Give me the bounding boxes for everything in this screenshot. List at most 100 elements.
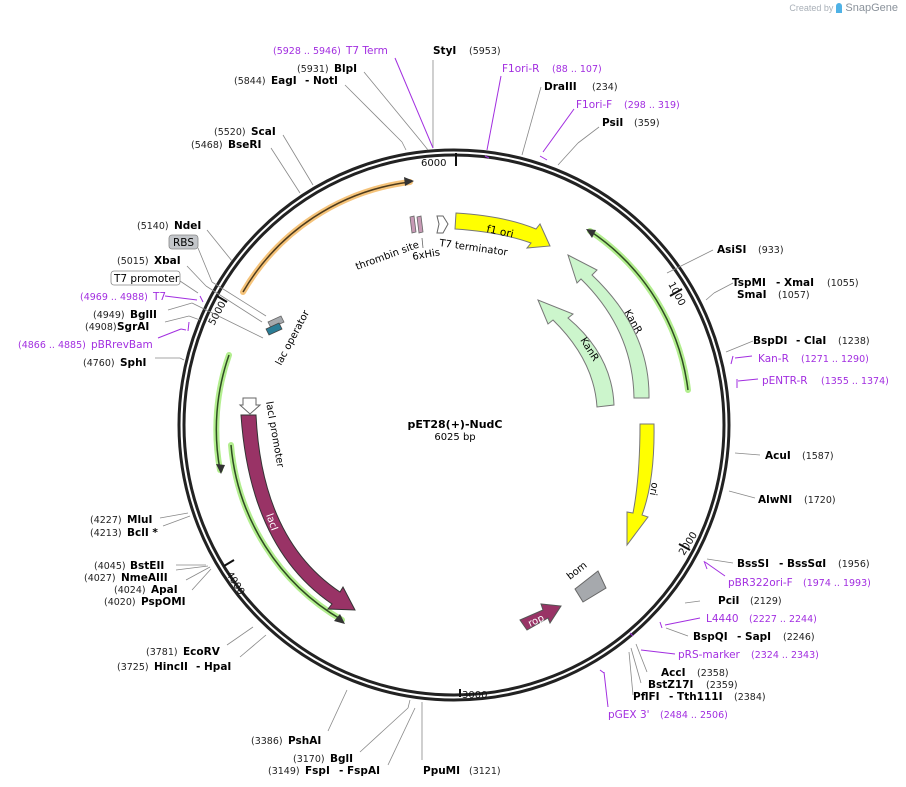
- enzyme-pshai[interactable]: (3386) PshAI: [251, 735, 321, 747]
- svg-text:AlwNI: AlwNI: [758, 494, 792, 506]
- svg-text:SgrAI: SgrAI: [117, 321, 149, 333]
- primer-t7-term[interactable]: (5928 .. 5946) T7 Term: [273, 45, 388, 57]
- primer-prs-marker[interactable]: pRS-marker (2324 .. 2343): [678, 649, 819, 661]
- enzyme-bcli[interactable]: (4213) BclI *: [90, 527, 158, 539]
- orf-orange: [240, 177, 414, 295]
- svg-text:pBR322ori-F: pBR322ori-F: [728, 577, 793, 589]
- enzyme-mlui[interactable]: (4227) MluI: [90, 514, 152, 526]
- primer-f1ori-r[interactable]: F1ori-R (88 .. 107): [502, 63, 602, 75]
- enzyme-smai[interactable]: SmaI (1057): [737, 289, 810, 301]
- enzyme-labels: StyI (5953) (5931) BlpI (5844) EagI - NotI (…: [83, 45, 870, 777]
- enzyme-ppumi[interactable]: PpuMI (3121): [423, 765, 501, 777]
- svg-text:- FspAI: - FspAI: [339, 765, 380, 777]
- enzyme-bsteii[interactable]: (4045) BstEII: [94, 560, 164, 572]
- svg-text:(4227): (4227): [90, 515, 122, 526]
- feature-ori: ori: [626, 423, 660, 547]
- enzyme-alwni[interactable]: AlwNI (1720): [758, 494, 836, 506]
- svg-text:(5928 .. 5946): (5928 .. 5946): [273, 46, 341, 57]
- enzyme-blpi[interactable]: (5931) BlpI: [297, 63, 357, 75]
- svg-text:(1057): (1057): [778, 290, 810, 301]
- backbone: [177, 148, 731, 702]
- enzyme-nmeaiii[interactable]: (4027) NmeAIII: [84, 572, 168, 584]
- svg-text:FspI: FspI: [305, 765, 330, 777]
- svg-text:BstEII: BstEII: [130, 560, 164, 572]
- svg-text:PsiI: PsiI: [602, 117, 623, 129]
- snapgene-logo-icon: [836, 3, 843, 13]
- enzyme-bspqi-sapi[interactable]: BspQI - SapI (2246): [693, 631, 815, 643]
- tick-5000: 5000: [207, 300, 229, 328]
- orf-green-left-1: [213, 352, 232, 474]
- enzyme-sphi[interactable]: (4760) SphI: [83, 357, 146, 369]
- svg-text:(5953): (5953): [469, 46, 501, 57]
- enzyme-psii[interactable]: PsiI (359): [602, 117, 660, 129]
- primer-f1ori-f[interactable]: F1ori-F (298 .. 319): [576, 99, 680, 111]
- enzyme-bgli[interactable]: (3170) BglI: [293, 753, 353, 765]
- primer-l4440[interactable]: L4440 (2227 .. 2244): [706, 613, 817, 625]
- enzyme-eagi-noti[interactable]: (5844) EagI - NotI: [234, 75, 338, 87]
- enzyme-pflfi-tth111i[interactable]: PflFI - Tth111I (2384): [633, 691, 766, 703]
- svg-text:(2484 .. 2506): (2484 .. 2506): [660, 710, 728, 721]
- feature-t7-promoter[interactable]: T7 promoter: [110, 270, 199, 294]
- enzyme-acui[interactable]: AcuI (1587): [765, 450, 834, 462]
- primer-kan-r[interactable]: Kan-R (1271 .. 1290): [758, 353, 869, 365]
- primer-pbr322ori-f[interactable]: pBR322ori-F (1974 .. 1993): [728, 577, 871, 589]
- plasmid-length: 6025 bp: [434, 432, 475, 443]
- svg-text:T7 Term: T7 Term: [345, 45, 388, 57]
- enzyme-acci[interactable]: AccI (2358): [661, 667, 729, 679]
- enzyme-hincii-hpai[interactable]: (3725) HincII - HpaI: [117, 661, 231, 673]
- primer-pentr-r[interactable]: pENTR-R (1355 .. 1374): [762, 375, 889, 387]
- svg-text:NdeI: NdeI: [174, 220, 201, 232]
- svg-text:AcuI: AcuI: [765, 450, 791, 462]
- enzyme-draiii[interactable]: DraIII (234): [544, 81, 618, 93]
- svg-text:TspMI: TspMI: [732, 277, 766, 289]
- svg-text:pENTR-R: pENTR-R: [762, 375, 808, 387]
- svg-text:(4027): (4027): [84, 573, 116, 584]
- orf-green-left-2: [228, 442, 345, 624]
- enzyme-bseri[interactable]: (5468) BseRI: [191, 139, 261, 151]
- enzyme-leader-lines: [155, 60, 761, 766]
- enzyme-scai[interactable]: (5520) ScaI: [214, 126, 276, 138]
- enzyme-bstz17i[interactable]: BstZ17I (2359): [648, 679, 738, 691]
- svg-text:BstZ17I: BstZ17I: [648, 679, 693, 691]
- svg-text:(2359): (2359): [706, 680, 738, 691]
- svg-text:(1956): (1956): [838, 559, 870, 570]
- tick-3000: 3000: [462, 690, 487, 701]
- enzyme-bsssi-bsssai[interactable]: BssSI - BssSαI (1956): [737, 558, 870, 570]
- svg-text:- BssSαI: - BssSαI: [779, 558, 826, 570]
- primer-pgex-3[interactable]: pGEX 3' (2484 .. 2506): [608, 709, 728, 721]
- enzyme-asisi[interactable]: AsiSI (933): [717, 244, 784, 256]
- svg-text:(5844): (5844): [234, 76, 266, 87]
- enzyme-ecorv[interactable]: (3781) EcoRV: [146, 646, 221, 658]
- enzyme-tspmi-xmai[interactable]: TspMI - XmaI (1055): [732, 277, 859, 289]
- enzyme-pcii[interactable]: PciI (2129): [718, 595, 782, 607]
- tick-4000: 4000: [223, 570, 246, 597]
- svg-text:(4760): (4760): [83, 358, 115, 369]
- enzyme-apai[interactable]: (4024) ApaI: [114, 584, 178, 596]
- enzyme-xbai[interactable]: (5015) XbaI: [117, 255, 181, 267]
- svg-text:pGEX 3': pGEX 3': [608, 709, 650, 721]
- svg-text:BssSI: BssSI: [737, 558, 769, 570]
- svg-text:- HpaI: - HpaI: [196, 661, 231, 673]
- enzyme-fspi-fspai[interactable]: (3149) FspI - FspAI: [268, 765, 380, 777]
- svg-text:F1ori-R: F1ori-R: [502, 63, 539, 75]
- svg-text:(1720): (1720): [804, 495, 836, 506]
- svg-text:(234): (234): [592, 82, 618, 93]
- enzyme-bspdi-clai[interactable]: BspDI - ClaI (1238): [753, 335, 870, 347]
- enzyme-ndei[interactable]: (5140) NdeI: [137, 220, 201, 232]
- svg-text:- NotI: - NotI: [305, 75, 338, 87]
- svg-text:(4020): (4020): [104, 597, 136, 608]
- enzyme-pspomi[interactable]: (4020) PspOMI: [104, 596, 186, 608]
- enzyme-styi[interactable]: StyI (5953): [433, 45, 501, 57]
- svg-text:(88 .. 107): (88 .. 107): [552, 64, 602, 75]
- primer-t7[interactable]: (4969 .. 4988) T7: [80, 291, 166, 303]
- svg-text:(4213): (4213): [90, 528, 122, 539]
- enzyme-sgrai[interactable]: (4908) SgrAI: [85, 321, 149, 333]
- svg-text:ScaI: ScaI: [251, 126, 276, 138]
- feature-rbs[interactable]: RBS: [168, 234, 267, 317]
- primer-pbrrevbam[interactable]: (4866 .. 4885) pBRrevBam: [18, 339, 153, 351]
- svg-text:- XmaI: - XmaI: [776, 277, 814, 289]
- svg-text:(3121): (3121): [469, 766, 501, 777]
- svg-text:(359): (359): [634, 118, 660, 129]
- feature-thrombin-his: thrombin site 6xHis: [354, 215, 441, 273]
- enzyme-bglii[interactable]: (4949) BglII: [93, 309, 157, 321]
